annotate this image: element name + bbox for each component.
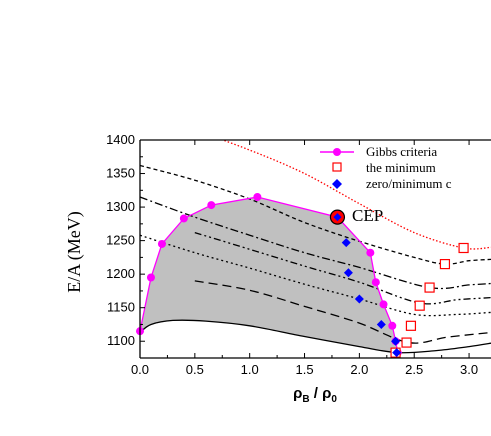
y-tick-label: 1300 [106, 199, 135, 214]
x-tick-label: 0.0 [131, 362, 149, 377]
minimum-point [405, 320, 417, 331]
y-tick-label: 1400 [106, 132, 135, 147]
x-tick-label: 2.5 [405, 362, 423, 377]
x-axis-label-rho: ρ [293, 385, 302, 402]
minimum-point [424, 282, 435, 293]
y-tick-label: 1250 [106, 233, 135, 248]
x-axis-label-sub-b: B [302, 394, 309, 405]
x-tick-label: 1.5 [295, 362, 313, 377]
x-tick-label: 1.0 [241, 362, 259, 377]
cep-marker-inner [333, 213, 342, 222]
gibbs-point [366, 248, 375, 257]
minimum-point [439, 258, 451, 270]
zero-minimum-point [343, 268, 353, 278]
minimum-point [401, 337, 412, 348]
series-line-2 [140, 234, 491, 317]
legend-gibbs-label: Gibbs criteria [366, 144, 437, 159]
gibbs-point [146, 273, 155, 282]
y-axis-label: E/A (MeV) [64, 211, 85, 292]
y-tick-label: 1150 [107, 300, 135, 315]
gibbs-point [388, 321, 397, 330]
zero-minimum-point [376, 319, 386, 329]
x-tick-label: 0.5 [186, 362, 204, 377]
zero-minimum-point [391, 336, 401, 346]
zero-minimum-point [354, 294, 364, 304]
gibbs-point [379, 300, 388, 309]
gibbs-point [253, 193, 262, 202]
minimum-point [414, 300, 425, 311]
x-axis-label-sub-0: 0 [331, 394, 337, 405]
gibbs-point [207, 201, 216, 210]
y-tick-label: 1100 [107, 333, 135, 348]
gibbs-point [157, 239, 166, 248]
minimum-point [458, 242, 469, 254]
x-tick-label: 3.0 [460, 362, 478, 377]
zero-minimum-point [341, 238, 351, 248]
legend: Gibbs criteria the minimum zero/minimum … [320, 144, 452, 191]
cep-annotation: CEP [352, 206, 383, 225]
legend-zero-label: zero/minimum c [366, 176, 452, 191]
x-axis-label-sep: / [310, 385, 323, 402]
x-axis-label: ρB / ρ0 [293, 385, 337, 405]
series-line-3 [194, 231, 491, 305]
zero-minimum-point [392, 348, 402, 358]
series-line-1 [194, 280, 491, 344]
legend-minimum-marker [332, 162, 342, 172]
y-tick-label: 1350 [106, 166, 135, 181]
x-axis-label-rho2: ρ [322, 385, 331, 402]
gibbs-point [179, 214, 188, 223]
legend-minimum-label: the minimum [366, 160, 436, 175]
series-line-0 [140, 319, 491, 354]
y-tick-label: 1200 [106, 266, 135, 281]
series-line-4 [140, 196, 491, 290]
gibbs-point [371, 278, 380, 287]
legend-zero-marker [332, 179, 342, 189]
x-tick-label: 2.0 [350, 362, 368, 377]
legend-gibbs-marker [333, 148, 341, 156]
